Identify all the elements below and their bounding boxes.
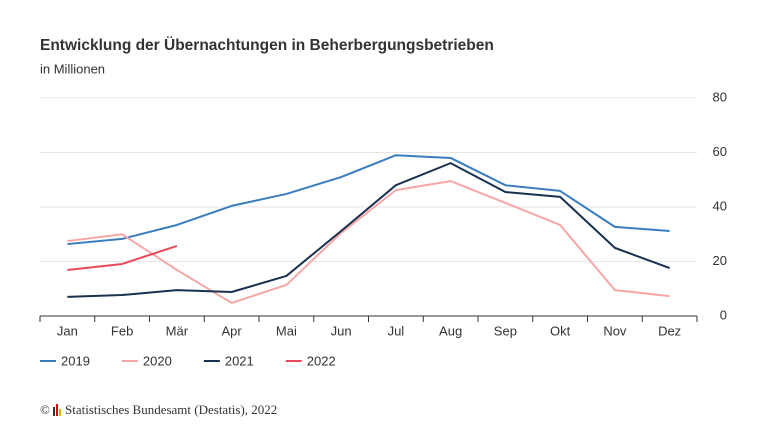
series-line	[67, 245, 178, 271]
series-line	[67, 180, 670, 304]
x-tick-label: Jul	[388, 323, 405, 338]
y-tick-label: 20	[713, 253, 727, 268]
chart-title: Entwicklung der Übernachtungen in Beherb…	[40, 37, 494, 54]
chart-subtitle: in Millionen	[40, 61, 105, 76]
x-tick-label: Apr	[222, 323, 243, 338]
legend-label: 2020	[143, 353, 172, 368]
x-tick-label: Aug	[439, 323, 462, 338]
series-line	[67, 162, 670, 298]
y-tick-label: 80	[713, 89, 727, 104]
x-tick-label: Dez	[658, 323, 681, 338]
x-tick-label: Mär	[166, 323, 189, 338]
x-tick-label: Sep	[494, 323, 517, 338]
legend-label: 2022	[307, 353, 336, 368]
y-tick-label: 40	[713, 198, 727, 213]
x-tick-label: Jan	[57, 323, 78, 338]
x-tick-label: Okt	[550, 323, 571, 338]
source: Statistisches Bundesamt (Destatis), 2022	[65, 402, 277, 417]
logo	[53, 404, 61, 416]
x-tick-label: Jun	[331, 323, 352, 338]
x-tick-label: Feb	[111, 323, 133, 338]
y-tick-label: 0	[720, 307, 727, 322]
legend-label: 2019	[61, 353, 90, 368]
copyright: ©	[40, 402, 50, 417]
x-tick-label: Nov	[603, 323, 627, 338]
legend-label: 2021	[225, 353, 254, 368]
y-tick-label: 60	[713, 144, 727, 159]
series-line	[67, 154, 670, 246]
x-tick-label: Mai	[276, 323, 297, 338]
